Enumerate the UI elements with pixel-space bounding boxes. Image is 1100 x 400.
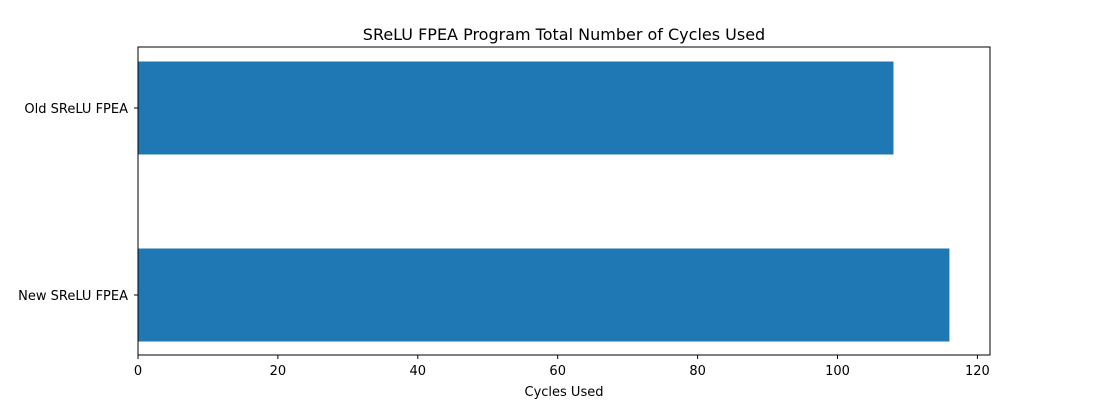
x-ticks-layer: 0 20 40 60 80 100 120	[134, 355, 990, 379]
bar-new-srelu-fpea	[138, 248, 950, 342]
y-tick-label: New SReLU FPEA	[18, 289, 128, 304]
y-ticks-layer: Old SReLU FPEA New SReLU FPEA	[18, 102, 138, 304]
bar-old-srelu-fpea	[138, 61, 894, 155]
x-axis-label: Cycles Used	[525, 385, 604, 400]
x-tick-label: 80	[689, 364, 706, 379]
plot-frame	[137, 46, 991, 356]
x-tick-label: 120	[965, 364, 990, 379]
x-tick-label: 60	[549, 364, 566, 379]
x-tick-label: 20	[270, 364, 287, 379]
chart-title: SReLU FPEA Program Total Number of Cycle…	[363, 25, 765, 44]
bars-layer	[138, 61, 950, 342]
x-tick-label: 100	[825, 364, 850, 379]
x-tick-label: 0	[134, 364, 142, 379]
x-tick-label: 40	[410, 364, 427, 379]
y-tick-label: Old SReLU FPEA	[24, 102, 128, 117]
